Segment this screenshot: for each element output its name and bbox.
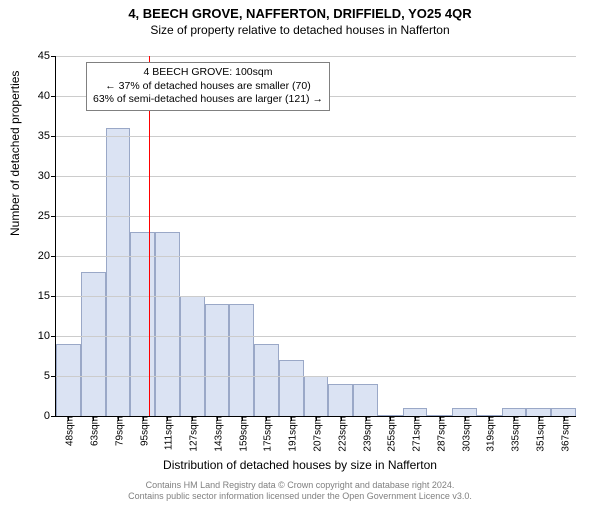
xtick-label: 111sqm bbox=[160, 416, 175, 450]
annotation-line-2: ← 37% of detached houses are smaller (70… bbox=[93, 80, 323, 94]
gridline bbox=[56, 256, 576, 257]
ytick-label: 20 bbox=[20, 250, 56, 262]
histogram-bar bbox=[205, 304, 230, 416]
plot-area: 051015202530354045 48sqm63sqm79sqm95sqm1… bbox=[55, 56, 576, 417]
histogram-bar bbox=[452, 408, 477, 416]
xtick-label: 287sqm bbox=[432, 416, 447, 452]
histogram-bar bbox=[502, 408, 527, 416]
histogram-bar bbox=[279, 360, 304, 416]
xtick-label: 303sqm bbox=[457, 416, 472, 452]
histogram-bar bbox=[229, 304, 254, 416]
ytick-label: 30 bbox=[20, 170, 56, 182]
annotation-line-1: 4 BEECH GROVE: 100sqm bbox=[93, 66, 323, 80]
x-axis-label: Distribution of detached houses by size … bbox=[0, 458, 600, 472]
histogram-bar bbox=[551, 408, 576, 416]
xtick-label: 175sqm bbox=[259, 416, 274, 452]
ytick-label: 25 bbox=[20, 210, 56, 222]
gridline bbox=[56, 56, 576, 57]
gridline bbox=[56, 336, 576, 337]
histogram-bar bbox=[106, 128, 131, 416]
gridline bbox=[56, 296, 576, 297]
histogram-bar bbox=[180, 296, 205, 416]
ytick-label: 10 bbox=[20, 330, 56, 342]
attribution-line-1: Contains HM Land Registry data © Crown c… bbox=[0, 480, 600, 491]
histogram-bar bbox=[328, 384, 353, 416]
xtick-label: 367sqm bbox=[556, 416, 571, 452]
xtick-label: 127sqm bbox=[185, 416, 200, 452]
xtick-label: 143sqm bbox=[209, 416, 224, 452]
gridline bbox=[56, 216, 576, 217]
histogram-bar bbox=[81, 272, 106, 416]
xtick-label: 351sqm bbox=[531, 416, 546, 452]
histogram-bar bbox=[526, 408, 551, 416]
histogram-bar bbox=[155, 232, 180, 416]
ytick-label: 35 bbox=[20, 130, 56, 142]
xtick-label: 95sqm bbox=[135, 416, 150, 446]
xtick-label: 335sqm bbox=[507, 416, 522, 452]
ytick-label: 45 bbox=[20, 50, 56, 62]
attribution-text: Contains HM Land Registry data © Crown c… bbox=[0, 480, 600, 502]
ytick-label: 15 bbox=[20, 290, 56, 302]
histogram-bar bbox=[304, 376, 329, 416]
gridline bbox=[56, 376, 576, 377]
gridline bbox=[56, 136, 576, 137]
histogram-bar bbox=[353, 384, 378, 416]
xtick-label: 159sqm bbox=[234, 416, 249, 452]
attribution-line-2: Contains public sector information licen… bbox=[0, 491, 600, 502]
histogram-bar bbox=[130, 232, 155, 416]
xtick-label: 223sqm bbox=[333, 416, 348, 452]
chart-subtitle: Size of property relative to detached ho… bbox=[0, 23, 600, 37]
ytick-label: 5 bbox=[20, 370, 56, 382]
xtick-label: 79sqm bbox=[110, 416, 125, 446]
histogram-bar bbox=[56, 344, 81, 416]
ytick-label: 40 bbox=[20, 90, 56, 102]
xtick-label: 191sqm bbox=[284, 416, 299, 452]
xtick-label: 63sqm bbox=[86, 416, 101, 446]
xtick-label: 319sqm bbox=[482, 416, 497, 452]
histogram-bar bbox=[403, 408, 428, 416]
xtick-label: 255sqm bbox=[383, 416, 398, 452]
gridline bbox=[56, 176, 576, 177]
xtick-label: 48sqm bbox=[61, 416, 76, 446]
annotation-line-3: 63% of semi-detached houses are larger (… bbox=[93, 93, 323, 107]
xtick-label: 207sqm bbox=[309, 416, 324, 452]
chart-title: 4, BEECH GROVE, NAFFERTON, DRIFFIELD, YO… bbox=[0, 6, 600, 21]
ytick-label: 0 bbox=[20, 410, 56, 422]
xtick-label: 271sqm bbox=[408, 416, 423, 452]
xtick-label: 239sqm bbox=[358, 416, 373, 452]
histogram-bar bbox=[254, 344, 279, 416]
annotation-box: 4 BEECH GROVE: 100sqm ← 37% of detached … bbox=[86, 62, 330, 111]
